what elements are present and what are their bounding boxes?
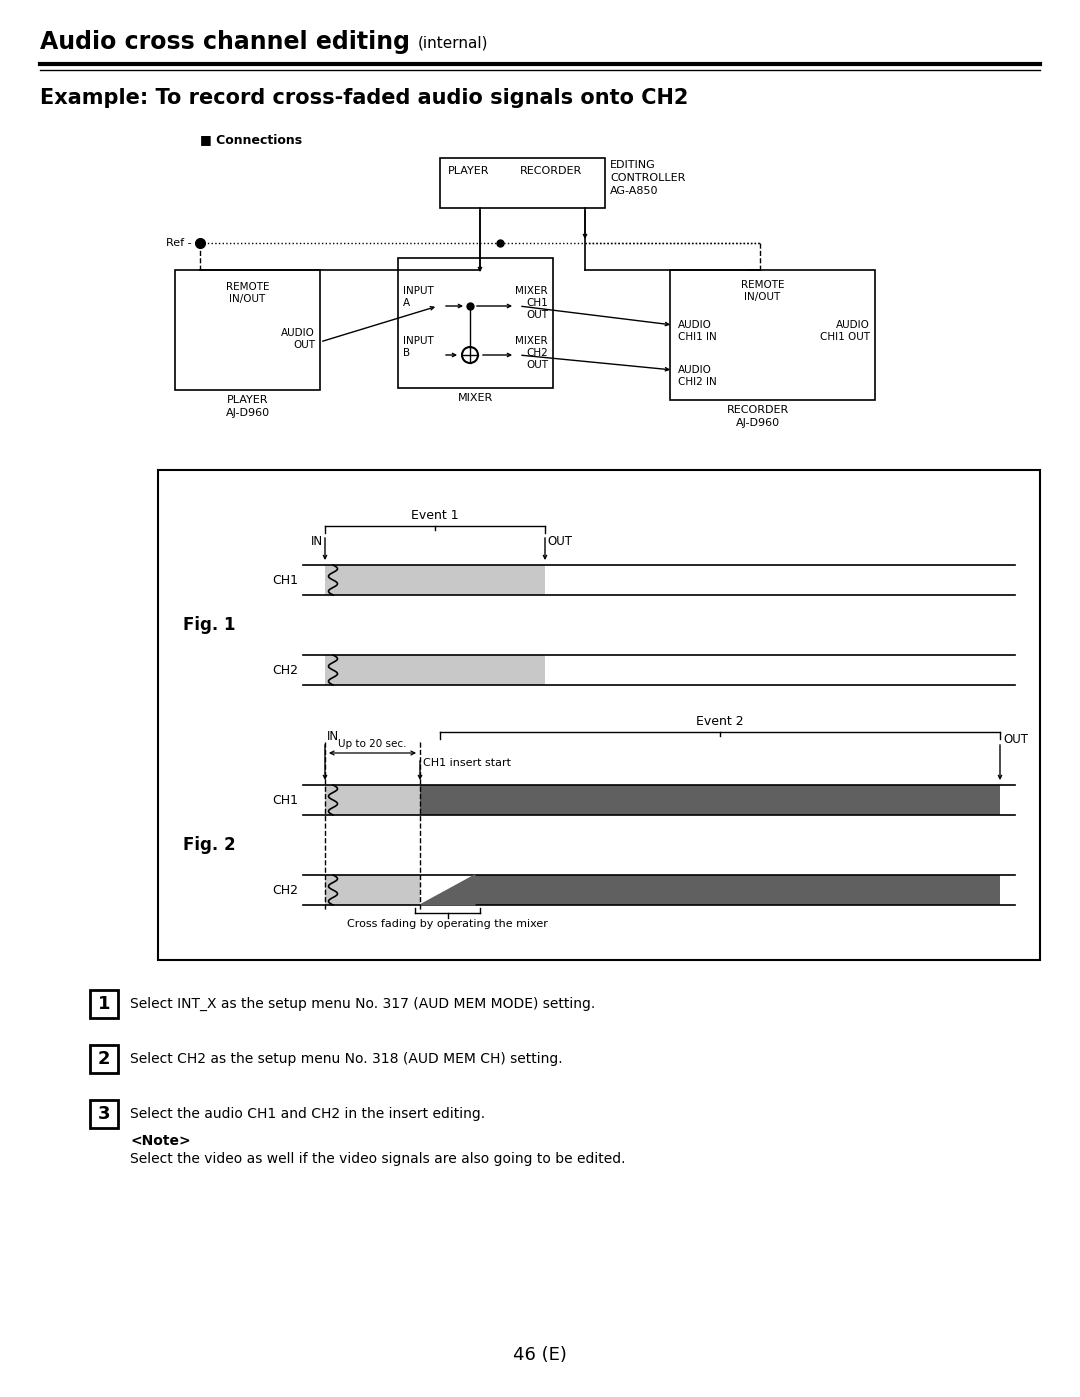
Bar [475,875,1000,905]
Bar [175,270,320,390]
Text: ■ Connections: ■ Connections [200,133,302,147]
Text: Select the video as well if the video signals are also going to be edited.: Select the video as well if the video si… [130,1153,625,1166]
Bar [325,655,545,685]
Text: AJ-D960: AJ-D960 [226,408,270,418]
Text: CHI1 IN: CHI1 IN [678,332,717,342]
Text: Fig. 1: Fig. 1 [183,616,235,634]
Text: Select the audio CH1 and CH2 in the insert editing.: Select the audio CH1 and CH2 in the inse… [130,1106,485,1120]
Text: CH1: CH1 [526,298,548,307]
Text: MIXER: MIXER [458,393,494,402]
Bar [440,158,605,208]
Text: AUDIO: AUDIO [678,320,712,330]
Text: CHI1 OUT: CHI1 OUT [820,332,870,342]
Text: (internal): (internal) [418,36,488,52]
Bar [420,785,1000,814]
Bar [670,270,875,400]
Text: Fig. 2: Fig. 2 [183,835,235,854]
Text: CH2: CH2 [272,883,298,897]
Text: OUT: OUT [293,339,315,351]
Text: IN: IN [311,535,323,548]
Bar [158,469,1040,960]
Bar [399,258,553,388]
Text: 46 (E): 46 (E) [513,1345,567,1363]
Bar [325,564,545,595]
Text: AUDIO: AUDIO [281,328,315,338]
Bar [325,875,420,905]
Text: CH2: CH2 [272,664,298,676]
Text: <Note>: <Note> [130,1134,191,1148]
Text: OUT: OUT [526,310,548,320]
Text: Example: To record cross-faded audio signals onto CH2: Example: To record cross-faded audio sig… [40,88,688,108]
Text: IN/OUT: IN/OUT [744,292,781,302]
Text: CONTROLLER: CONTROLLER [610,173,686,183]
Text: 2: 2 [98,1051,110,1067]
Text: REMOTE: REMOTE [741,279,784,291]
Text: EDITING: EDITING [610,161,656,170]
Text: 3: 3 [98,1105,110,1123]
Text: AG-A850: AG-A850 [610,186,659,196]
Bar [90,1099,118,1127]
Text: OUT: OUT [526,360,548,370]
Text: IN/OUT: IN/OUT [229,293,266,305]
Text: AUDIO: AUDIO [678,365,712,374]
Text: CH1: CH1 [272,793,298,806]
Text: Event 2: Event 2 [697,715,744,728]
Bar [90,1045,118,1073]
Bar [90,990,118,1018]
Text: Ref -: Ref - [166,237,192,249]
Text: AJ-D960: AJ-D960 [735,418,780,427]
Text: CH1: CH1 [272,574,298,587]
Text: CHI2 IN: CHI2 IN [678,377,717,387]
Text: RECORDER: RECORDER [727,405,788,415]
Text: MIXER: MIXER [515,337,548,346]
Text: Event 1: Event 1 [411,509,459,522]
Text: Up to 20 sec.: Up to 20 sec. [338,739,407,749]
Text: MIXER: MIXER [515,286,548,296]
Text: B: B [403,348,410,358]
Text: Cross fading by operating the mixer: Cross fading by operating the mixer [347,919,548,929]
Text: Audio cross channel editing: Audio cross channel editing [40,29,410,54]
Text: RECORDER: RECORDER [519,166,582,176]
Text: PLAYER: PLAYER [227,395,268,405]
Text: Select CH2 as the setup menu No. 318 (AUD MEM CH) setting.: Select CH2 as the setup menu No. 318 (AU… [130,1052,563,1066]
Text: INPUT: INPUT [403,286,434,296]
Text: OUT: OUT [1003,733,1028,746]
Polygon shape [420,875,475,905]
Text: AUDIO: AUDIO [836,320,870,330]
Text: Select INT_X as the setup menu No. 317 (AUD MEM MODE) setting.: Select INT_X as the setup menu No. 317 (… [130,997,595,1011]
Text: REMOTE: REMOTE [226,282,269,292]
Bar [325,785,420,814]
Text: IN: IN [327,731,339,743]
Text: PLAYER: PLAYER [448,166,489,176]
Text: INPUT: INPUT [403,337,434,346]
Text: A: A [403,298,410,307]
Text: CH2: CH2 [526,348,548,358]
Text: 1: 1 [98,995,110,1013]
Text: CH1 insert start: CH1 insert start [423,759,511,768]
Text: OUT: OUT [546,535,572,548]
